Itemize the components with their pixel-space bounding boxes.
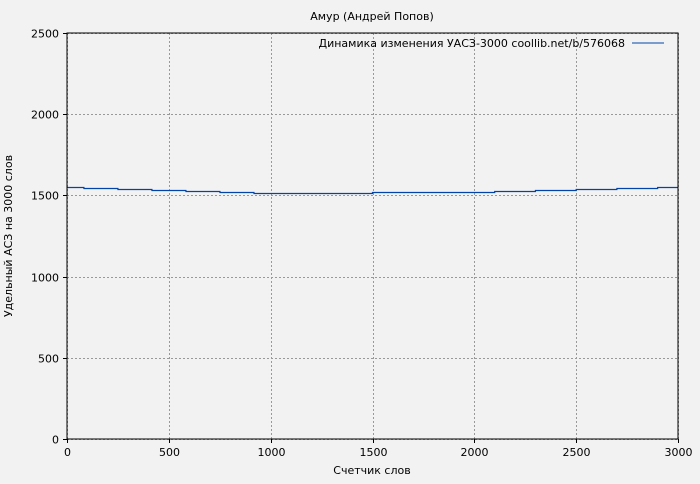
y-tick-label: 500 (38, 353, 59, 366)
x-tick-label: 1000 (258, 446, 286, 459)
x-tick-label: 2500 (563, 446, 591, 459)
y-tick-label: 2500 (31, 28, 59, 41)
x-tick-label: 500 (159, 446, 180, 459)
y-tick-label: 1000 (31, 272, 59, 285)
x-tick-label: 1500 (360, 446, 388, 459)
x-tick-label: 0 (64, 446, 71, 459)
x-tick-label: 2000 (461, 446, 489, 459)
x-axis-label: Счетчик слов (333, 464, 410, 477)
y-axis-label: Удельный АСЗ на 3000 слов (2, 155, 15, 317)
legend-label: Динамика изменения УАСЗ-3000 coollib.net… (319, 37, 626, 50)
y-tick-label: 0 (52, 434, 59, 447)
y-tick-label: 1500 (31, 190, 59, 203)
chart-title: Амур (Андрей Попов) (310, 10, 434, 23)
legend: Динамика изменения УАСЗ-3000 coollib.net… (319, 37, 665, 50)
x-tick-label: 3000 (665, 446, 693, 459)
y-tick-label: 2000 (31, 109, 59, 122)
